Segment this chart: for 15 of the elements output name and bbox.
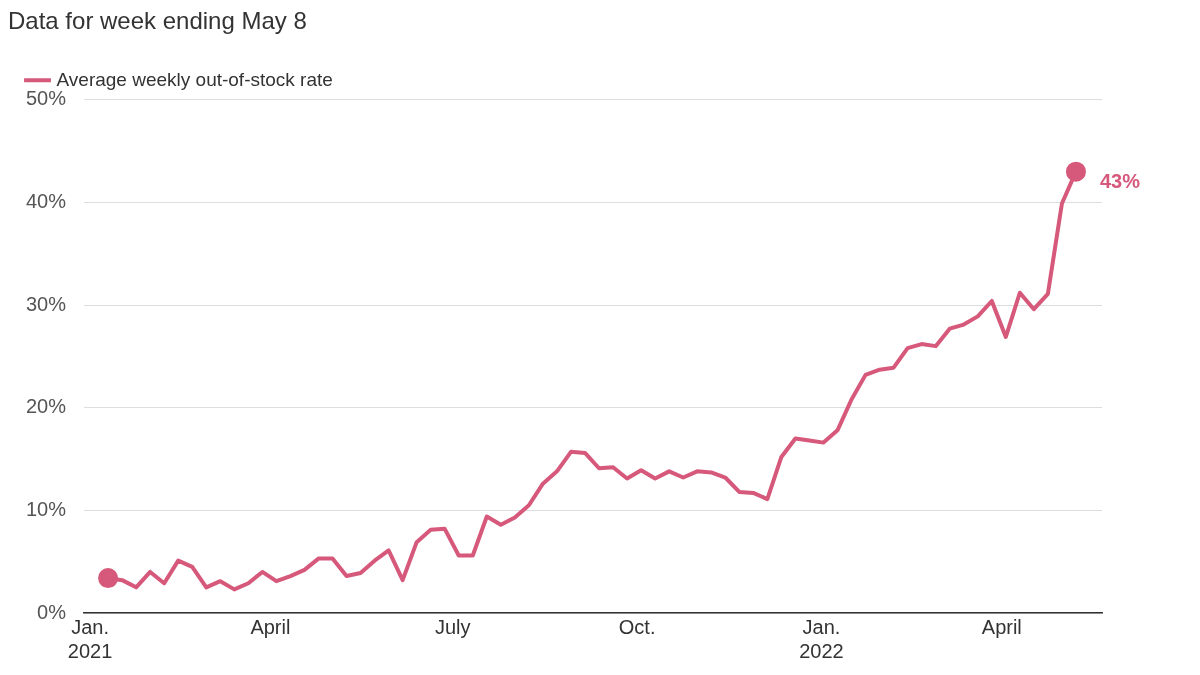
y-tick-label: 10% <box>26 497 67 520</box>
x-tick-label: April <box>981 615 1022 638</box>
x-tick-label: July <box>434 615 471 638</box>
y-tick-label: 50% <box>26 87 67 110</box>
x-tick-label: April <box>250 615 291 638</box>
y-tick-label: 40% <box>26 189 67 212</box>
chart-title: Data for week ending May 8 <box>8 7 307 35</box>
x-tick-label: Jan. 2021 <box>67 615 113 662</box>
y-tick-label: 30% <box>26 292 67 315</box>
y-tick-label: 0% <box>37 600 67 623</box>
annotation: 43% <box>1099 170 1141 193</box>
x-tick-label: Oct. <box>618 615 656 638</box>
x-tick-label: Jan. 2022 <box>799 615 844 662</box>
y-tick-label: 20% <box>26 395 67 418</box>
legend-label: Average weekly out-of-stock rate <box>56 68 333 90</box>
